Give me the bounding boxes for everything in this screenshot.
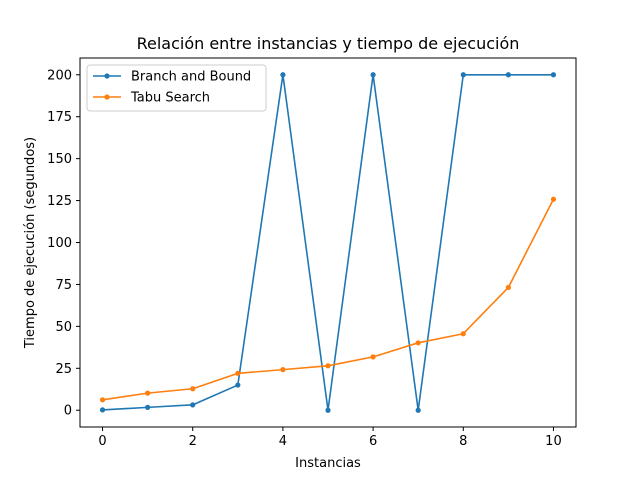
legend-marker-1 <box>104 73 110 79</box>
y-tick-label: 200 <box>47 68 72 83</box>
x-tick-label: 0 <box>98 434 106 449</box>
data-point-series-1 <box>99 407 106 413</box>
y-tick-label: 125 <box>47 194 72 209</box>
x-tick-label: 8 <box>459 434 467 449</box>
data-point-series-1 <box>325 407 331 413</box>
data-point-series-1 <box>550 72 557 78</box>
legend-label-1: Branch and Bound <box>131 70 251 85</box>
y-tick-label: 100 <box>47 236 72 251</box>
data-point-series-1 <box>190 402 196 408</box>
data-point-series-1 <box>145 404 151 410</box>
legend-box <box>86 64 267 112</box>
x-tick-label: 6 <box>369 434 377 449</box>
chart-title: Relación entre instancias y tiempo de ej… <box>137 34 520 53</box>
y-tick-label: 175 <box>47 110 72 125</box>
data-point-series-2 <box>460 331 466 337</box>
y-axis-label: Tiempo de ejecución (segundos) <box>23 137 38 349</box>
data-point-series-2 <box>280 367 286 373</box>
x-tick-label: 2 <box>189 434 197 449</box>
data-point-series-1 <box>370 72 376 78</box>
data-point-series-2 <box>145 390 151 396</box>
y-tick-label: 150 <box>47 152 72 167</box>
data-point-series-1 <box>280 72 286 78</box>
data-point-series-2 <box>190 386 196 392</box>
data-point-series-1 <box>460 72 466 78</box>
x-tick-label: 4 <box>279 434 287 449</box>
y-tick-label: 0 <box>64 404 72 419</box>
x-axis-label: Instancias <box>295 456 361 471</box>
data-point-series-1 <box>505 72 511 78</box>
data-point-series-1 <box>415 407 421 413</box>
y-tick-label: 25 <box>55 362 72 377</box>
data-point-series-2 <box>370 354 376 360</box>
data-point-series-2 <box>415 340 421 346</box>
data-point-series-2 <box>235 370 241 376</box>
data-point-series-2 <box>505 284 511 291</box>
data-point-series-2 <box>550 196 557 202</box>
data-point-series-1 <box>235 382 241 388</box>
y-tick-label: 50 <box>55 320 72 335</box>
legend-label-2: Tabu Search <box>130 91 210 106</box>
data-point-series-2 <box>99 397 106 403</box>
plot-area <box>99 72 557 413</box>
legend-marker-2 <box>104 94 110 100</box>
y-tick-label: 75 <box>55 278 72 293</box>
data-point-series-2 <box>325 363 331 369</box>
legend: Branch and Bound Tabu Search <box>86 64 267 112</box>
x-tick-label: 10 <box>545 434 562 449</box>
